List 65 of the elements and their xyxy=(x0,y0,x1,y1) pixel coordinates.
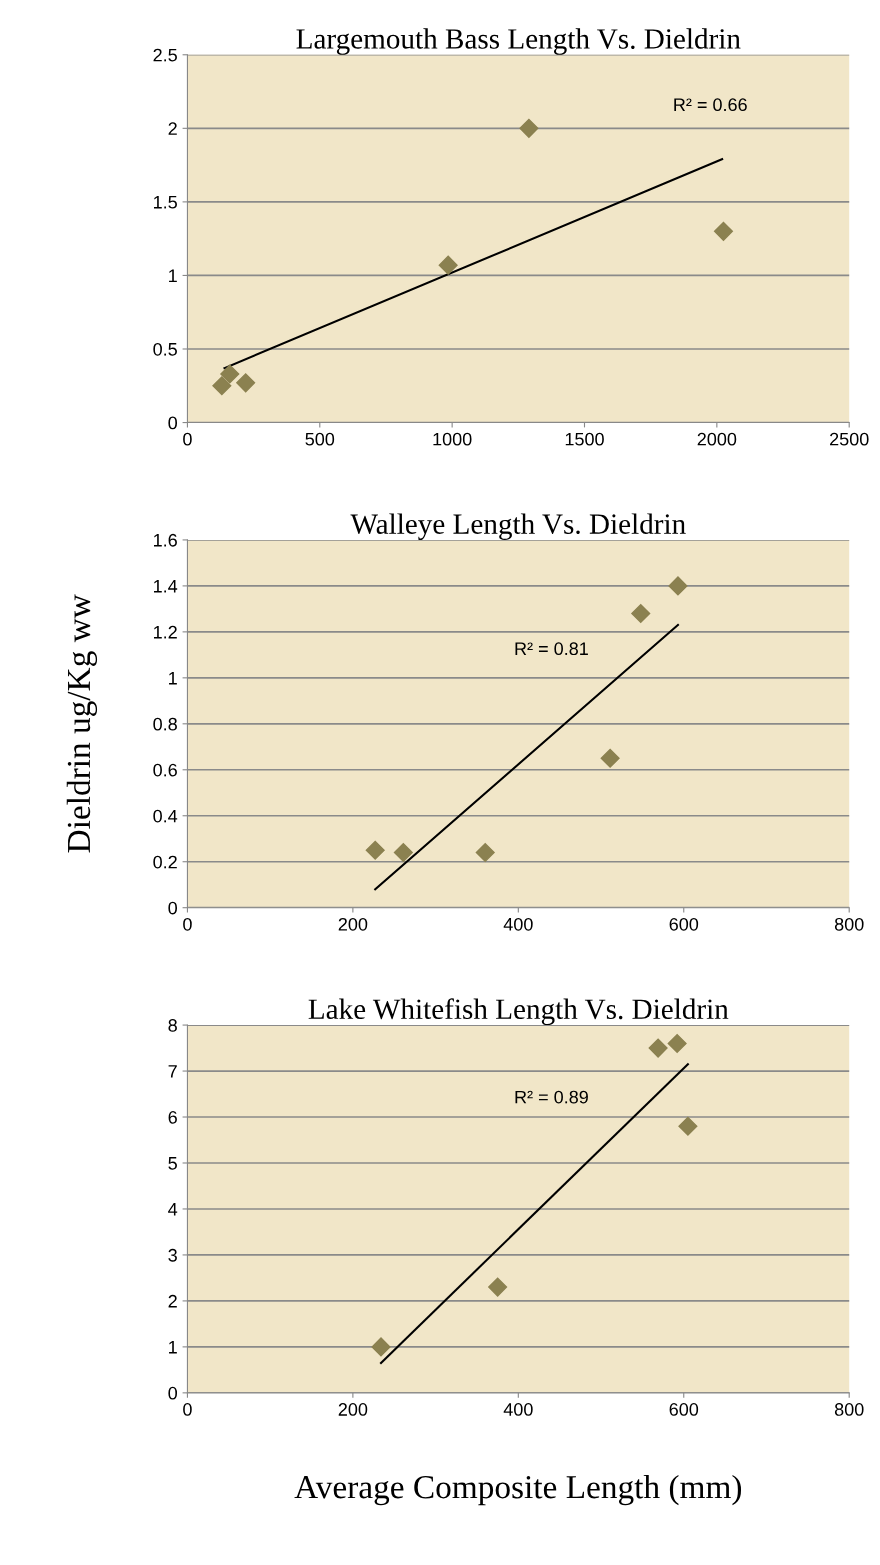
y-axis-title: Dieldrin ug/Kg ww xyxy=(66,594,98,853)
point xyxy=(365,840,385,860)
x-tick-label: 1500 xyxy=(565,432,604,446)
point xyxy=(600,748,620,768)
y-tick-label: 0.4 xyxy=(153,809,178,823)
point xyxy=(475,842,495,863)
x-tick-label: 600 xyxy=(669,1403,699,1416)
x-tick-label: 2500 xyxy=(830,432,869,446)
point xyxy=(236,373,256,393)
point xyxy=(678,1116,698,1136)
x-tick-label: 600 xyxy=(669,917,699,931)
y-tick-label: 6 xyxy=(168,1110,177,1124)
y-tick-label: 7 xyxy=(168,1065,177,1078)
y-tick-label: 2.5 xyxy=(153,48,177,62)
y-tick-label: 0.8 xyxy=(153,717,177,731)
y-tick-label: 1.2 xyxy=(154,625,177,639)
x-tick-label: 200 xyxy=(338,917,368,931)
x-tick-label: 500 xyxy=(305,432,335,446)
x-tick-label: 400 xyxy=(503,1403,533,1416)
annotation: R² = 0.81 xyxy=(515,642,588,656)
point xyxy=(393,842,413,863)
x-tick-label: 400 xyxy=(503,917,533,931)
x-tick-label: 2000 xyxy=(697,432,737,446)
x-tick-label: 0 xyxy=(183,917,192,931)
y-tick-label: 0.6 xyxy=(153,763,177,777)
y-tick-label: 0.5 xyxy=(153,342,177,356)
point xyxy=(668,576,688,596)
x-tick-label: 1000 xyxy=(433,432,472,446)
x-axis-title: Average Composite Length (mm) xyxy=(294,1474,742,1506)
annotation: R² = 0.66 xyxy=(674,98,747,112)
y-tick-label: 0.2 xyxy=(153,855,177,869)
y-tick-label: 8 xyxy=(168,1019,177,1032)
point xyxy=(212,376,232,396)
x-tick-label: 0 xyxy=(183,1403,192,1416)
y-tick-label: 4 xyxy=(168,1203,178,1216)
point xyxy=(488,1277,508,1297)
y-tick-label: 1 xyxy=(169,671,177,685)
chart-title: Lake Whitefish Length Vs. Dieldrin xyxy=(308,998,729,1026)
point xyxy=(438,255,458,275)
y-tick-label: 2 xyxy=(168,1294,177,1308)
point xyxy=(631,603,651,624)
chart-title: Largemouth Bass Length Vs. Dieldrin xyxy=(296,28,741,55)
annotation: R² = 0.89 xyxy=(515,1090,588,1104)
point xyxy=(667,1033,687,1053)
y-tick-label: 3 xyxy=(168,1248,177,1262)
y-tick-label: 1 xyxy=(169,1341,177,1354)
point xyxy=(648,1038,668,1058)
point xyxy=(713,221,733,241)
y-tick-label: 0 xyxy=(168,901,178,915)
chart-title: Walleye Length Vs. Dieldrin xyxy=(350,513,686,540)
y-tick-label: 0 xyxy=(168,1386,178,1400)
x-tick-label: 800 xyxy=(834,1403,864,1416)
x-tick-label: 800 xyxy=(834,917,864,931)
point xyxy=(220,364,240,384)
y-tick-label: 1.5 xyxy=(154,196,177,209)
y-tick-label: 0 xyxy=(168,416,178,430)
point xyxy=(371,1337,391,1357)
x-tick-label: 200 xyxy=(338,1403,368,1416)
point xyxy=(519,118,539,138)
y-tick-label: 1.6 xyxy=(154,533,177,547)
x-tick-label: 0 xyxy=(183,432,192,446)
y-tick-label: 1 xyxy=(169,269,177,282)
y-tick-label: 5 xyxy=(168,1157,177,1170)
y-tick-label: 1.4 xyxy=(154,580,178,593)
y-tick-label: 2 xyxy=(168,122,177,135)
